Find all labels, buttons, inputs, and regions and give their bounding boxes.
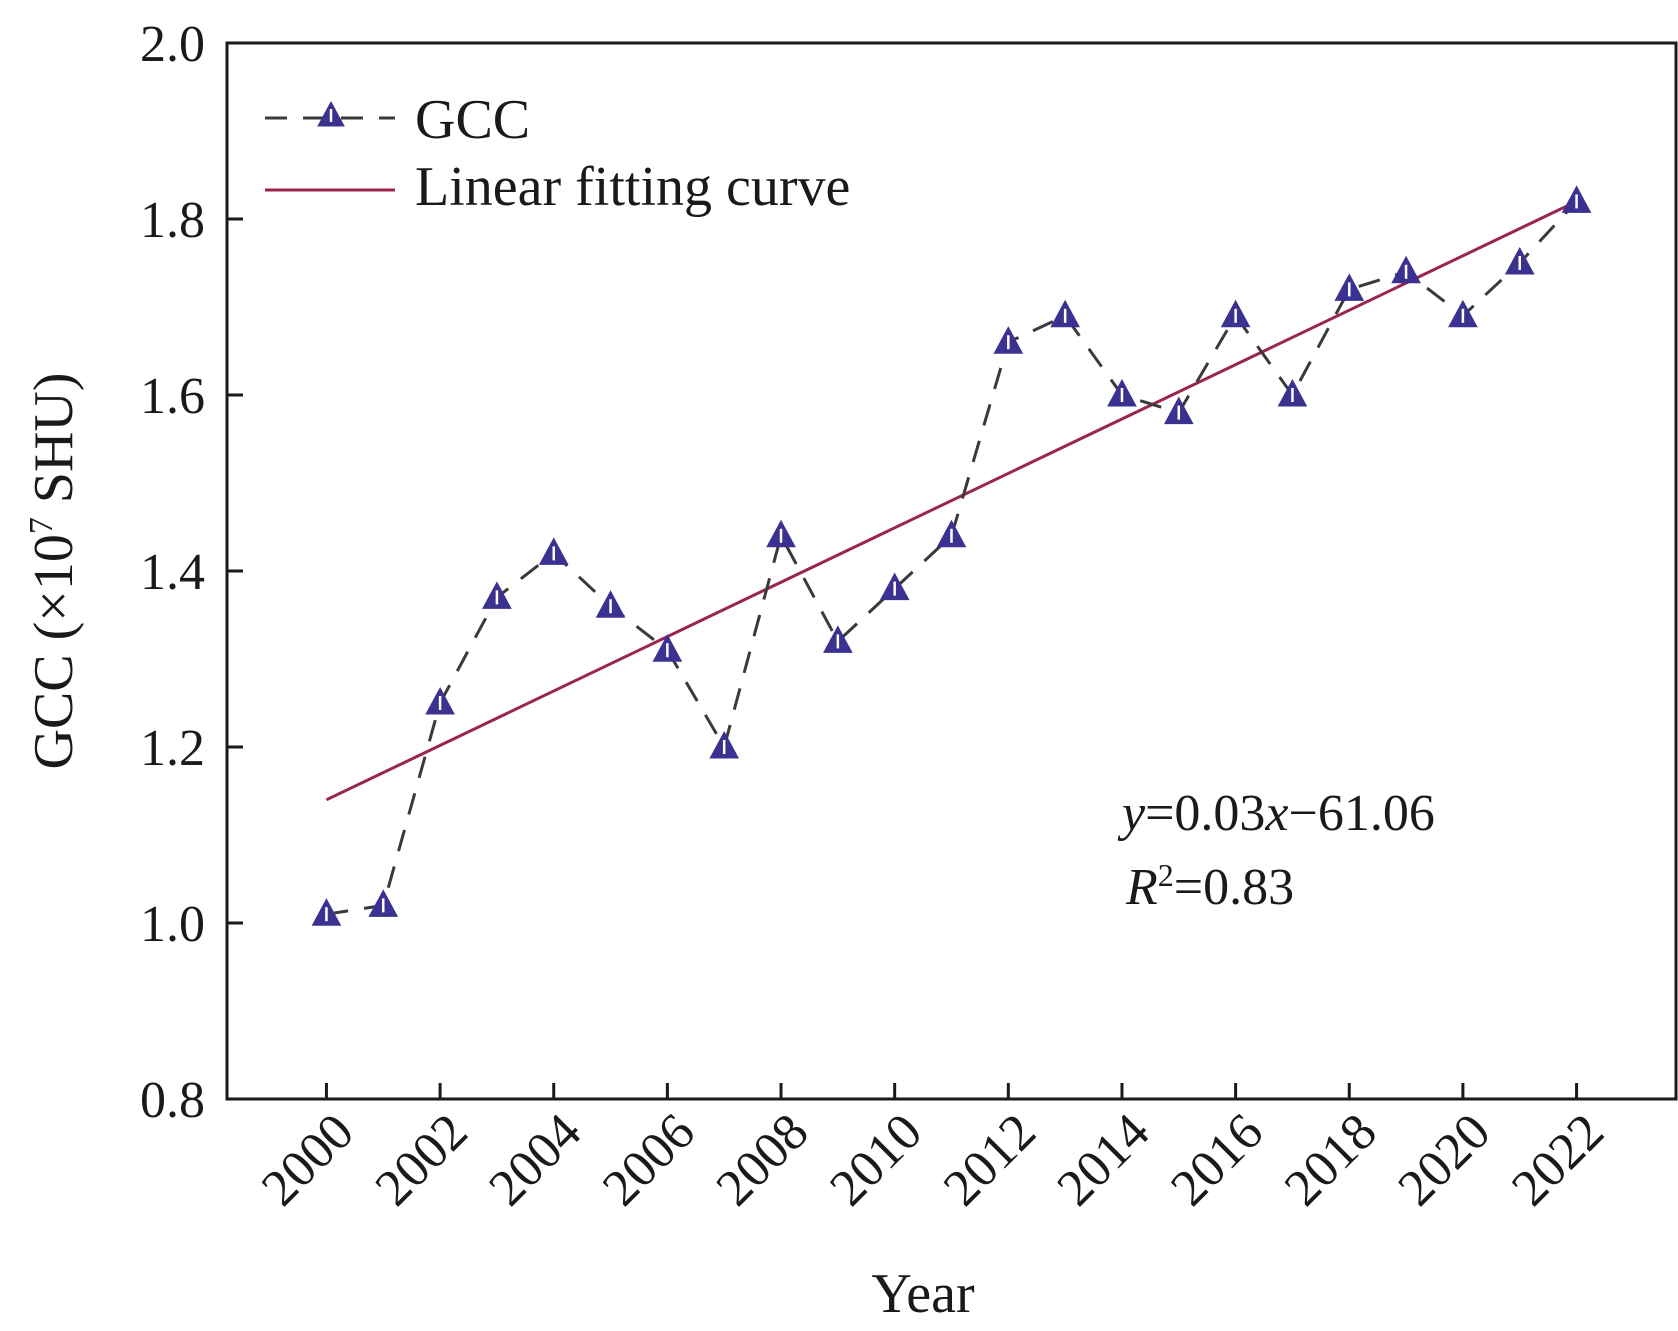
x-tick-label: 2000 bbox=[251, 1103, 365, 1217]
y-axis-title-prefix: GCC (×10 bbox=[23, 534, 85, 769]
r-squared: R2=0.83 bbox=[1125, 857, 1294, 916]
r2-value: =0.83 bbox=[1174, 859, 1294, 916]
regression-equation: y=0.03x−61.06 bbox=[1117, 785, 1435, 842]
gcc-point bbox=[482, 581, 512, 609]
y-axis-title-suffix: SHU) bbox=[23, 372, 85, 517]
eq-part2: −61.06 bbox=[1289, 785, 1435, 842]
y-tick-label: 0.8 bbox=[140, 1072, 205, 1129]
gcc-point bbox=[1334, 273, 1365, 301]
x-axis-title: Year bbox=[871, 1263, 975, 1325]
y-tick-label: 1.8 bbox=[140, 192, 205, 249]
x-tick-label: 2012 bbox=[933, 1103, 1047, 1217]
x-tick-label: 2016 bbox=[1160, 1103, 1274, 1217]
x-tick-label: 2018 bbox=[1274, 1103, 1388, 1217]
eq-x-var: x bbox=[1264, 785, 1288, 842]
gcc-point bbox=[538, 537, 569, 565]
y-axis-title: GCC (×107 SHU) bbox=[23, 372, 85, 769]
legend: GCC Linear fitting curve bbox=[265, 89, 850, 218]
y-axis: 0.8 1.0 1.2 1.4 1.6 1.8 2.0 bbox=[140, 16, 243, 1129]
gcc-point bbox=[1391, 255, 1421, 284]
gcc-series-line bbox=[326, 200, 1578, 916]
gcc-point bbox=[652, 634, 683, 662]
x-tick-label: 2022 bbox=[1501, 1103, 1615, 1217]
x-tick-label: 2006 bbox=[592, 1103, 706, 1217]
gcc-point bbox=[823, 625, 853, 653]
fit-line bbox=[325, 200, 1578, 802]
gcc-point bbox=[1504, 246, 1535, 275]
gcc-point bbox=[1050, 299, 1080, 328]
x-tick-label: 2004 bbox=[478, 1103, 592, 1217]
gcc-point bbox=[1277, 378, 1308, 407]
eq-y-var: y bbox=[1117, 785, 1146, 842]
y-tick-label: 2.0 bbox=[140, 16, 205, 73]
gcc-point bbox=[1163, 396, 1194, 425]
gcc-point bbox=[766, 519, 796, 548]
r2-sup: 2 bbox=[1158, 857, 1174, 893]
x-tick-label: 2014 bbox=[1047, 1103, 1161, 1217]
y-tick-label: 1.2 bbox=[140, 720, 205, 777]
y-tick-label: 1.0 bbox=[140, 896, 205, 953]
y-tick-label: 1.6 bbox=[140, 368, 205, 425]
r2-r-var: R bbox=[1125, 859, 1158, 916]
gcc-point bbox=[1561, 185, 1592, 213]
legend-gcc-label: GCC bbox=[415, 89, 530, 151]
gcc-point bbox=[311, 898, 342, 926]
x-tick-label: 2002 bbox=[365, 1103, 479, 1217]
y-tick-label: 1.4 bbox=[140, 544, 205, 601]
gcc-point bbox=[595, 590, 626, 618]
gcc-series-layer bbox=[311, 185, 1592, 926]
x-tick-label: 2010 bbox=[819, 1103, 933, 1217]
gcc-point bbox=[1107, 378, 1137, 407]
gcc-point bbox=[425, 686, 455, 715]
gcc-point bbox=[1448, 299, 1478, 328]
gcc-point bbox=[368, 889, 399, 917]
gcc-point bbox=[993, 326, 1024, 354]
y-axis-title-sup: 7 bbox=[23, 517, 60, 534]
x-axis: 2000 2002 2004 2006 2008 2010 2012 2014 2016 2018… bbox=[251, 1083, 1615, 1217]
fit-line-layer bbox=[325, 200, 1578, 802]
gcc-point bbox=[709, 730, 740, 759]
gcc-point bbox=[1220, 299, 1251, 328]
gcc-point bbox=[879, 572, 910, 601]
eq-part1: =0.03 bbox=[1145, 785, 1265, 842]
x-tick-label: 2008 bbox=[706, 1103, 820, 1217]
legend-fit-label: Linear fitting curve bbox=[415, 156, 850, 218]
x-tick-label: 2020 bbox=[1388, 1103, 1502, 1217]
gcc-point bbox=[936, 519, 967, 548]
